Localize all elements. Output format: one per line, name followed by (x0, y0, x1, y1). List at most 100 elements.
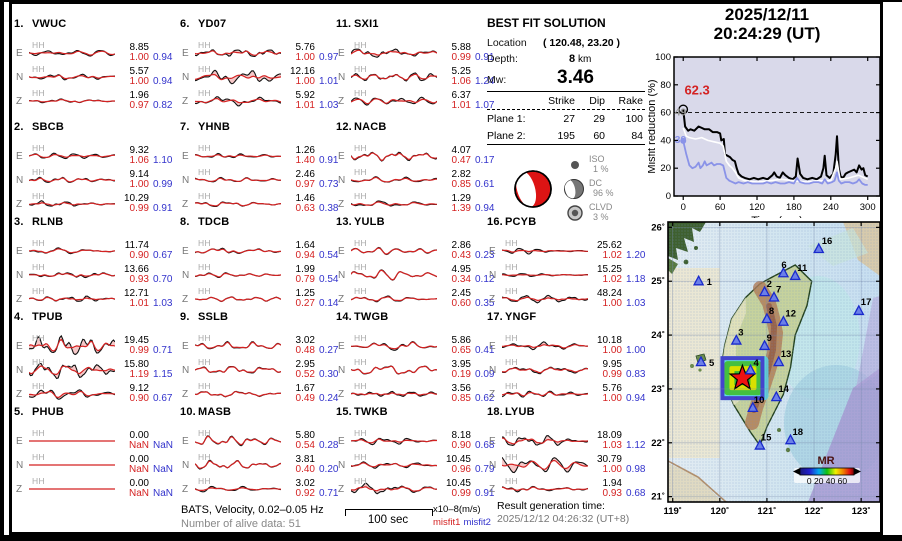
channel-row: E HH 1.64 0.94 0.54 (180, 238, 342, 263)
band-label: HH (32, 452, 45, 462)
channel-row: N HH 1.99 0.79 0.54 (180, 262, 342, 287)
band-label: HH (505, 476, 518, 486)
waveform-plot (351, 341, 437, 351)
event-date: 2025/12/11 (724, 5, 810, 24)
trace-values: 1.25 0.27 0.14 (295, 287, 339, 309)
component-label: N (16, 459, 24, 471)
station-panel: 7. YHNB E HH 1.26 1.40 0.91 N HH 2.46 0.97 0.73 Z HH 1… (180, 121, 342, 216)
band-label: HH (505, 428, 518, 438)
component-label: Z (338, 483, 345, 495)
channel-row: N HH 10.45 0.96 0.79 (336, 452, 498, 477)
component-label: E (182, 435, 189, 447)
trace-values: 13.66 0.93 0.70 (123, 263, 173, 285)
channel-row: E HH 2.86 0.43 0.23 (336, 238, 498, 263)
band-label: HH (505, 238, 518, 248)
waveform-plot (351, 200, 437, 207)
waveform-plot (29, 440, 115, 442)
waveform-plot (195, 49, 281, 57)
trace-values: 9.32 1.06 1.10 (129, 144, 173, 166)
channel-row: Z HH 9.12 0.90 0.67 (14, 381, 176, 406)
band-label: HH (354, 357, 367, 367)
channel-row: E HH 8.18 0.90 0.68 (336, 428, 498, 453)
svg-text:120: 120 (749, 202, 765, 213)
depth-unit: km (578, 54, 592, 65)
trace-values: 1.96 0.97 0.82 (129, 89, 173, 111)
svg-text:21˚: 21˚ (651, 492, 665, 503)
map-station-marker: 1 (692, 274, 713, 288)
footer-data-info: BATS, Velocity, 0.02–0.05 Hz Number of a… (181, 503, 324, 531)
misfit-reduction-black (682, 109, 869, 181)
channel-row: E HH 11.74 0.90 0.67 (14, 238, 176, 263)
waveform-plot (29, 295, 115, 302)
map-station-number: 14 (778, 384, 789, 395)
waveform-plot (195, 247, 281, 254)
band-label: HH (354, 167, 367, 177)
station-header: 14. TWGB (336, 311, 389, 323)
trace-values: 1.26 1.40 0.91 (295, 144, 339, 166)
trace-values: 5.86 0.65 0.41 (451, 334, 495, 356)
band-label: HH (198, 357, 211, 367)
station-panel: 10. MASB E HH 5.80 0.54 0.28 N HH 3.81 0.40 0.20 Z HH… (180, 406, 342, 501)
component-label: N (338, 459, 346, 471)
component-label: E (489, 340, 496, 352)
channel-row: Z HH 1.46 0.63 0.38 (180, 191, 342, 216)
station-header: 16. PCYB (487, 216, 537, 228)
waveform-plot (29, 176, 115, 183)
station-panel: 3. RLNB E HH 11.74 0.90 0.67 N HH 13.66 0.93 0.70 Z H… (14, 216, 176, 311)
waveform-plot (195, 96, 281, 107)
waveform-plot (195, 365, 281, 374)
result-label: Result generation time: (497, 500, 605, 512)
trace-values: 30.79 1.00 0.98 (596, 453, 646, 475)
band-label: HH (32, 357, 45, 367)
waveform-plot (195, 435, 281, 447)
trace-values: 48.24 1.00 1.03 (596, 287, 646, 309)
svg-text:180: 180 (786, 202, 802, 213)
trace-values: 8.85 1.00 0.94 (129, 41, 173, 63)
svg-text:100: 100 (655, 52, 671, 63)
location-label: Location (487, 37, 527, 49)
window-edge-left (0, 0, 4, 541)
component-label: Z (338, 198, 345, 210)
channel-row: Z HH 1.67 0.49 0.24 (180, 381, 342, 406)
station-panel: 12. NACB E HH 4.07 0.47 0.17 N HH 2.82 0.85 0.61 Z HH… (336, 121, 498, 216)
svg-text:DC: DC (589, 178, 602, 188)
channel-row: N HH 2.82 0.85 0.61 (336, 167, 498, 192)
trace-values: 18.09 1.03 1.12 (596, 429, 646, 451)
trace-values: 19.45 0.99 0.71 (123, 334, 173, 356)
trace-values: 4.95 0.34 0.12 (451, 263, 495, 285)
waveform-plot (29, 334, 115, 356)
waveform-plot (351, 365, 437, 375)
iso-icon (571, 161, 579, 169)
band-label: HH (198, 88, 211, 98)
trace-values: 6.37 1.01 1.07 (451, 89, 495, 111)
band-label: HH (198, 143, 211, 153)
depth-value: 8 (569, 53, 576, 65)
component-label: E (182, 340, 189, 352)
trace-values: 0.00 NaN NaN (128, 429, 174, 451)
station-panel: 14. TWGB E HH 5.86 0.65 0.41 N HH 3.95 0.19 0.09 Z HH… (336, 311, 498, 406)
waveform-plot (351, 176, 437, 183)
band-label: HH (32, 476, 45, 486)
band-label: HH (32, 428, 45, 438)
component-label: Z (16, 198, 23, 210)
svg-text:60: 60 (660, 108, 671, 119)
map-station-marker: 13 (773, 349, 791, 367)
channel-row: E HH 0.00 NaN NaN (14, 428, 176, 453)
channel-row: N HH 4.95 0.34 0.12 (336, 262, 498, 287)
svg-text:120˚: 120˚ (710, 506, 729, 517)
trace-values: 5.25 1.06 1.24 (451, 65, 495, 87)
mw-label: Mw: (487, 74, 507, 86)
channel-row: N HH 13.66 0.93 0.70 (14, 262, 176, 287)
map-station-number: 9 (767, 333, 772, 344)
channel-row: E HH 4.07 0.47 0.17 (336, 143, 498, 168)
map-station-marker: 6 (777, 260, 790, 278)
band-label: HH (505, 381, 518, 391)
station-panel: 6. YD07 E HH 5.76 1.00 0.97 N HH 12.16 1.00 1.01 Z HH… (180, 18, 342, 113)
trace-values: 3.02 0.48 0.27 (295, 334, 339, 356)
waveform-plot (351, 482, 437, 495)
channel-row: Z HH 48.24 1.00 1.03 (487, 286, 649, 311)
map-station-number: 18 (792, 427, 803, 438)
waveform-plot (29, 200, 115, 207)
channel-row: E HH 19.45 0.99 0.71 (14, 333, 176, 358)
